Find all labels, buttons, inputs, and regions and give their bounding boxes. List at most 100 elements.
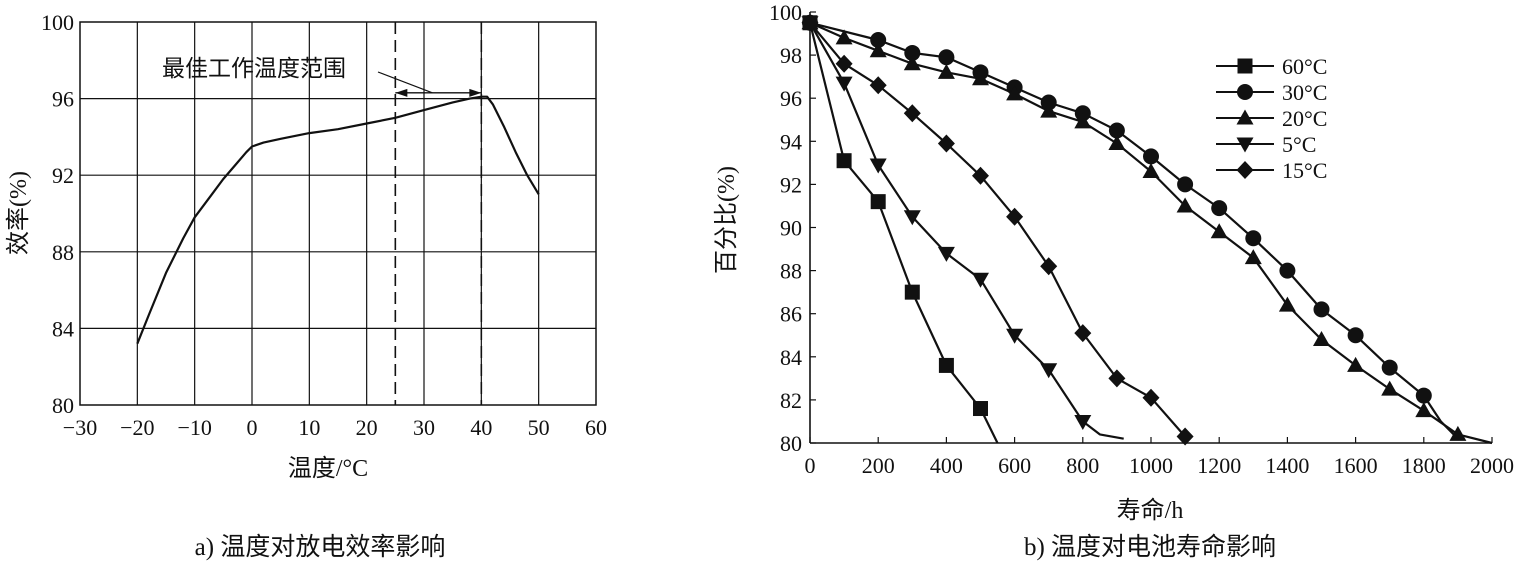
data-point-square	[938, 357, 954, 373]
battery-y-tick-label: 98	[780, 43, 802, 68]
battery-life-chart: 0 200 400 600 800 1000 1200 1400 1600 1800 2000 80 8…	[713, 0, 1514, 561]
data-point-triangle-down	[835, 76, 853, 92]
data-point-diamond	[1074, 324, 1092, 343]
data-point-circle	[1415, 387, 1432, 404]
data-point-circle	[938, 49, 955, 66]
data-point-circle	[870, 32, 887, 49]
battery-y-tick-label: 82	[780, 388, 802, 413]
efficiency-x-tick-label: 40	[470, 415, 492, 440]
legend-label: 60°C	[1282, 54, 1327, 79]
efficiency-y-tick-label: 100	[41, 10, 74, 35]
data-point-triangle-up	[1210, 223, 1228, 239]
efficiency-y-tick-label: 80	[52, 393, 74, 418]
battery-y-tick-label: 96	[780, 86, 802, 111]
optimal-range-label: 最佳工作温度范围	[162, 56, 346, 81]
efficiency-plot-frame	[79, 21, 597, 406]
battery-y-tick-label: 100	[769, 0, 802, 25]
data-point-circle	[1381, 359, 1398, 376]
efficiency-x-tick-label: −30	[63, 415, 97, 440]
data-point-diamond	[972, 166, 989, 185]
data-point-diamond	[1142, 388, 1160, 407]
data-point-circle	[1211, 200, 1228, 217]
data-point-triangle-down	[937, 246, 955, 262]
data-point-triangle-down	[903, 210, 921, 226]
data-point-diamond	[1006, 207, 1024, 226]
battery-y-tick-label: 84	[780, 345, 802, 370]
data-point-triangle-up	[1278, 296, 1296, 312]
efficiency-y-tick-label: 88	[52, 240, 74, 265]
series-line-triangle-up	[809, 21, 1493, 445]
data-point-triangle-up	[1142, 162, 1160, 178]
efficiency-caption: a) 温度对放电效率影响	[195, 533, 446, 561]
data-point-triangle-up	[1244, 249, 1262, 265]
efficiency-x-tick-label: 30	[413, 415, 435, 440]
data-point-diamond	[903, 104, 921, 123]
series-triangle-down	[801, 16, 1124, 440]
series-square	[802, 15, 999, 444]
legend-marker-triangle-up	[1236, 109, 1254, 125]
data-point-triangle-up	[1449, 425, 1467, 441]
battery-life-series	[801, 13, 1493, 446]
battery-y-tick-label: 94	[780, 129, 802, 154]
battery-x-tick-label: 1200	[1197, 453, 1241, 478]
data-point-triangle-up	[835, 29, 853, 45]
legend-marker-diamond	[1236, 161, 1254, 179]
efficiency-x-tick-label: 50	[528, 415, 550, 440]
data-point-triangle-up	[1040, 102, 1058, 118]
legend-label: 30°C	[1282, 80, 1327, 105]
efficiency-curve	[136, 95, 540, 345]
efficiency-x-tick-label: 60	[585, 415, 607, 440]
legend-marker-triangle-down	[1236, 137, 1254, 153]
range-arrow-head-left	[395, 88, 408, 97]
battery-life-caption: b) 温度对电池寿命影响	[1024, 533, 1276, 561]
data-point-diamond	[937, 134, 955, 153]
data-point-diamond	[1176, 427, 1194, 446]
data-point-triangle-down	[869, 158, 887, 174]
data-point-circle	[1245, 230, 1262, 247]
data-point-circle	[1040, 94, 1057, 111]
data-point-square	[870, 194, 886, 210]
legend-label: 20°C	[1282, 106, 1327, 131]
battery-y-tick-label: 80	[780, 431, 802, 456]
data-point-circle	[1143, 148, 1159, 165]
efficiency-grid	[79, 21, 597, 406]
data-point-triangle-down	[972, 272, 989, 288]
battery-y-tick-label: 92	[780, 172, 802, 197]
battery-life-tick-labels: 0 200 400 600 800 1000 1200 1400 1600 1800 2000 80 8…	[769, 0, 1514, 478]
series-diamond	[801, 13, 1194, 446]
battery-life-x-axis-label: 寿命/h	[1117, 497, 1184, 524]
battery-y-tick-label: 86	[780, 302, 802, 327]
range-arrow-head-right	[469, 88, 482, 97]
data-point-triangle-up	[972, 70, 989, 86]
data-point-diamond	[1108, 369, 1126, 388]
annotation-leader-line	[377, 71, 433, 94]
efficiency-tick-labels: −30 −20 −10 0 10 20 30 40 50 60 80 84 88 92 96 100	[41, 10, 607, 440]
data-point-triangle-up	[1313, 331, 1330, 347]
battery-y-tick-label: 88	[780, 259, 802, 284]
battery-life-legend: 60°C30°C20°C5°C15°C	[1216, 54, 1327, 183]
battery-x-tick-label: 400	[930, 453, 963, 478]
battery-x-tick-label: 600	[998, 453, 1031, 478]
battery-life-axes	[809, 11, 1493, 444]
series-triangle-up	[801, 14, 1493, 445]
data-point-triangle-down	[1006, 328, 1024, 344]
efficiency-y-axis-label: 效率(%)	[5, 171, 32, 255]
efficiency-x-tick-label: 0	[247, 415, 258, 440]
data-point-triangle-up	[869, 42, 887, 58]
efficiency-x-tick-label: −20	[120, 415, 154, 440]
efficiency-x-tick-label: 10	[298, 415, 320, 440]
efficiency-y-tick-label: 92	[52, 163, 74, 188]
legend-marker-square	[1237, 58, 1253, 74]
data-point-triangle-up	[903, 55, 921, 71]
series-line-diamond	[809, 22, 1186, 438]
efficiency-series	[136, 95, 540, 345]
data-point-triangle-up	[1415, 402, 1433, 418]
efficiency-y-tick-label: 84	[52, 316, 74, 341]
legend-label: 5°C	[1282, 132, 1316, 157]
data-point-triangle-down	[1074, 414, 1092, 430]
data-point-circle	[1074, 105, 1091, 122]
efficiency-chart: 最佳工作温度范围 −30 −20 −10 0 10 20 30 40 50 60 80 84 88 92 9…	[5, 10, 607, 561]
data-point-triangle-up	[1176, 197, 1194, 213]
optimal-range-annotation: 最佳工作温度范围	[162, 22, 483, 405]
data-point-triangle-up	[1381, 380, 1399, 396]
